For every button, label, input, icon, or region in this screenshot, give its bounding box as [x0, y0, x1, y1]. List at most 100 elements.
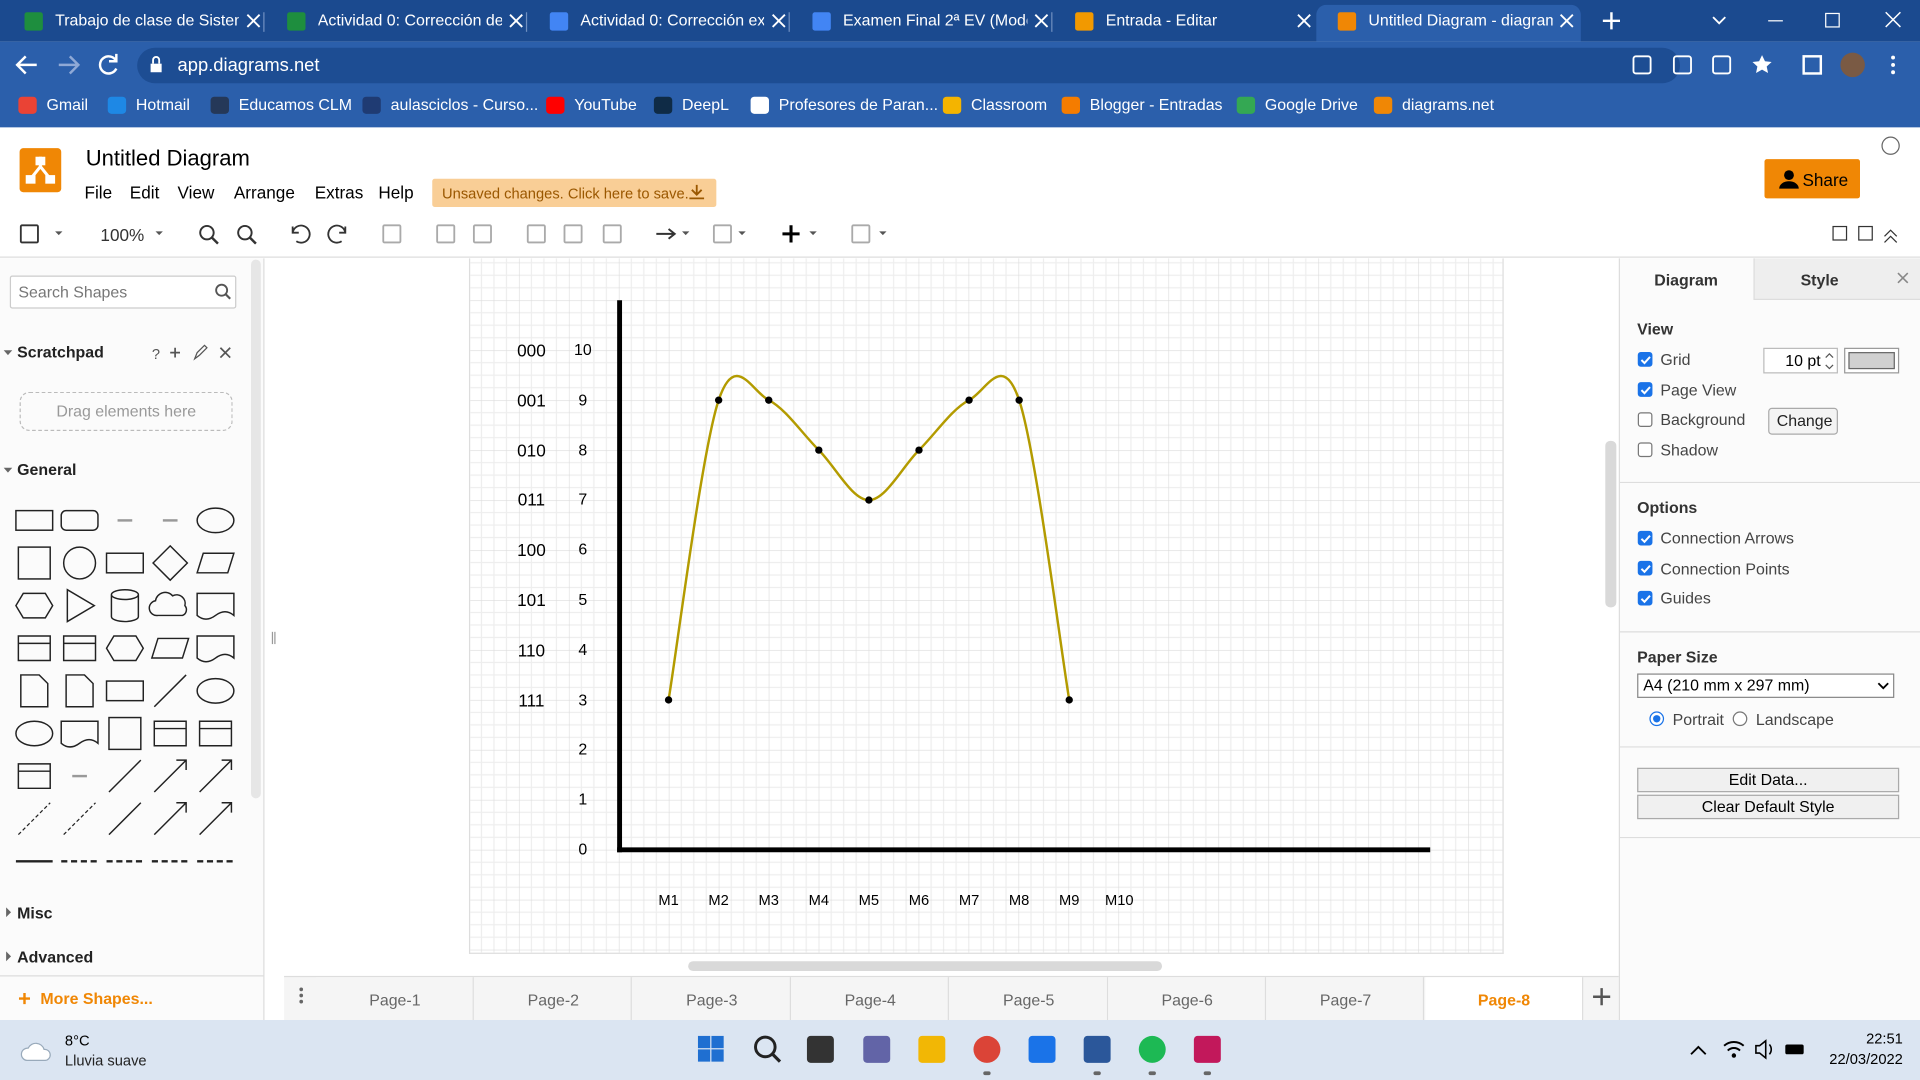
format-close[interactable]: [1897, 272, 1909, 284]
shape-note[interactable]: [20, 674, 49, 708]
radio-label[interactable]: Portrait: [1672, 710, 1724, 729]
checkbox-label[interactable]: Shadow: [1660, 440, 1718, 459]
shape-container[interactable]: [153, 720, 187, 747]
shape-line[interactable]: [108, 802, 142, 836]
tab-title[interactable]: Actividad 0: Corrección exa: [580, 11, 765, 30]
app-icon[interactable]: [1083, 1035, 1111, 1063]
shape-document[interactable]: [196, 592, 235, 620]
checkbox-label[interactable]: Connection Points: [1660, 558, 1790, 578]
collapse-icon[interactable]: [1884, 229, 1898, 243]
delete-icon[interactable]: [382, 224, 402, 244]
button-label[interactable]: Clear Default Style: [1701, 797, 1835, 816]
page-menu-dot[interactable]: [299, 999, 304, 1004]
bookmark[interactable]: Hotmail: [135, 95, 190, 114]
menu-item[interactable]: View: [177, 182, 215, 203]
start-tile[interactable]: [711, 1049, 724, 1062]
shape-arrow[interactable]: [199, 759, 233, 793]
paper-select[interactable]: [1637, 673, 1895, 698]
format-tab-label[interactable]: Diagram: [1654, 270, 1718, 289]
format-toggle-icon[interactable]: [1858, 225, 1873, 241]
page-menu-dot[interactable]: [299, 987, 304, 992]
page-tab[interactable]: [949, 977, 1108, 1020]
scratchpad-add[interactable]: [170, 347, 181, 358]
bookmark[interactable]: Google Drive: [1264, 95, 1358, 114]
app-icon[interactable]: [918, 1035, 946, 1063]
format-tab[interactable]: [1753, 258, 1920, 300]
v-scrollbar[interactable]: [1605, 440, 1617, 608]
bookmark[interactable]: Classroom: [971, 95, 1048, 114]
page-tab[interactable]: [791, 977, 950, 1020]
shape-rect[interactable]: [105, 552, 145, 574]
page-tab[interactable]: [1425, 977, 1584, 1020]
to-front-icon[interactable]: [436, 224, 456, 244]
paper-size[interactable]: A4 (210 mm x 297 mm): [1643, 675, 1810, 695]
shape-container[interactable]: [62, 635, 97, 662]
waypoints-icon[interactable]: [712, 224, 732, 244]
menu-dot[interactable]: [1891, 55, 1896, 60]
checkbox[interactable]: [1637, 352, 1653, 367]
table-icon[interactable]: [851, 224, 871, 244]
bookmark[interactable]: diagrams.net: [1402, 95, 1495, 114]
battery-icon[interactable]: [1785, 1044, 1804, 1055]
shape-square[interactable]: [108, 716, 142, 751]
zoom-level[interactable]: 100%: [100, 225, 145, 245]
shape-diamond[interactable]: [152, 544, 189, 582]
section-caret[interactable]: [6, 907, 12, 918]
tab-search-icon[interactable]: [1712, 16, 1726, 25]
insert-icon[interactable]: [782, 225, 800, 243]
close-icon[interactable]: [1297, 14, 1311, 28]
page-tab-label[interactable]: Page-7: [1319, 990, 1372, 1009]
shape-circle[interactable]: [62, 546, 97, 580]
to-back-icon[interactable]: [472, 224, 492, 244]
new-tab-icon[interactable]: [1602, 12, 1621, 30]
tab-title[interactable]: Untitled Diagram - diagram: [1368, 11, 1553, 30]
page-tab[interactable]: [632, 977, 791, 1020]
line-color-icon[interactable]: [563, 224, 583, 244]
active-tab[interactable]: [1315, 4, 1581, 42]
page-tab[interactable]: [1266, 977, 1425, 1020]
dropdown-caret[interactable]: [738, 231, 746, 236]
section-caret[interactable]: [3, 350, 13, 356]
close-icon[interactable]: [1034, 14, 1049, 28]
shape-arrow[interactable]: [153, 759, 187, 793]
checkbox[interactable]: [1637, 412, 1653, 427]
tab-title[interactable]: Entrada - Editar: [1105, 11, 1218, 30]
restore-icon[interactable]: [1825, 12, 1840, 28]
shape-ellipse[interactable]: [196, 507, 235, 534]
temperature[interactable]: 8°C: [64, 1032, 90, 1050]
spinner[interactable]: [1825, 353, 1834, 370]
shape-cylinder[interactable]: [110, 588, 140, 623]
reload-icon[interactable]: [98, 53, 118, 75]
add-page[interactable]: [1593, 988, 1611, 1006]
side-panel-icon[interactable]: [1802, 55, 1823, 75]
page-tab-label[interactable]: Page-3: [686, 990, 738, 1009]
shape-container[interactable]: [198, 720, 233, 747]
weather[interactable]: Lluvia suave: [64, 1051, 147, 1069]
app-icon[interactable]: [973, 1035, 1001, 1063]
address-field[interactable]: [137, 47, 1681, 84]
address-action-icon[interactable]: [1672, 55, 1692, 75]
address-action-icon[interactable]: [1632, 55, 1652, 75]
weather-icon[interactable]: [20, 1042, 51, 1062]
shape-triangle[interactable]: [66, 588, 96, 623]
language-icon[interactable]: [1881, 136, 1900, 155]
shape-line[interactable]: [108, 759, 142, 793]
radio-label[interactable]: Landscape: [1755, 710, 1834, 729]
bookmark[interactable]: Blogger - Entradas: [1089, 95, 1223, 114]
clock-time[interactable]: 22:51: [1866, 1029, 1903, 1047]
bookmark[interactable]: aulasciclos - Curso...: [390, 95, 539, 114]
document-title[interactable]: Untitled Diagram: [85, 145, 250, 171]
change-button[interactable]: [1768, 407, 1838, 435]
app-icon[interactable]: [1028, 1035, 1056, 1063]
close-icon[interactable]: [772, 14, 786, 28]
checkbox[interactable]: [1637, 382, 1653, 397]
page-tab[interactable]: [1108, 977, 1267, 1020]
shape-rect[interactable]: [105, 680, 145, 702]
checkbox-label[interactable]: Guides: [1660, 588, 1711, 608]
scratchpad-help[interactable]: ?: [151, 345, 161, 363]
tray-chevron[interactable]: [1690, 1045, 1707, 1055]
more-shapes[interactable]: More Shapes...: [40, 989, 153, 1008]
share-label[interactable]: Share: [1802, 170, 1849, 190]
fullscreen-icon[interactable]: [1832, 225, 1848, 241]
back-icon[interactable]: [15, 55, 37, 75]
